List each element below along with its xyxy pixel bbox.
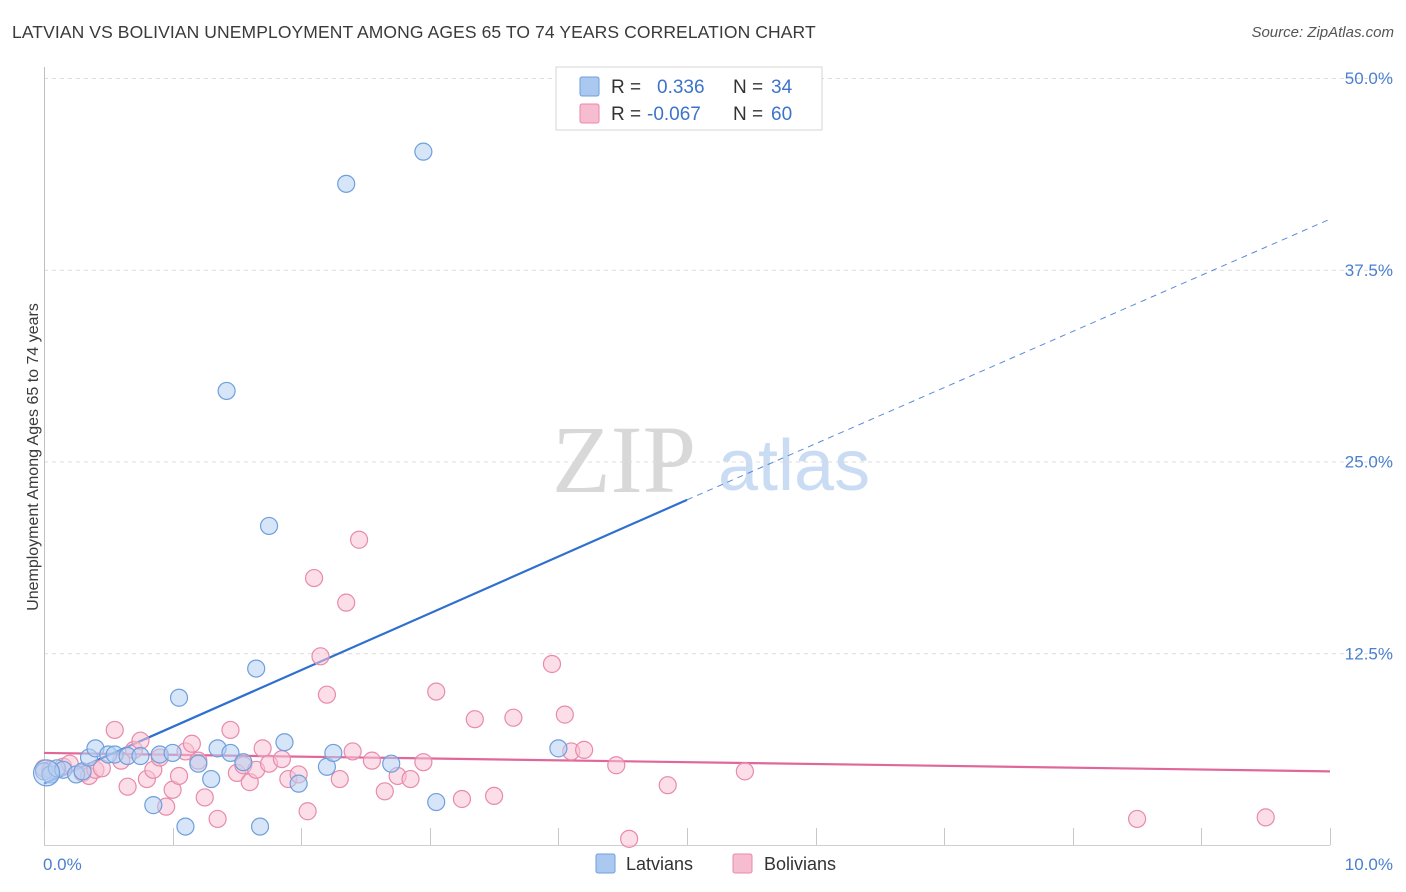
x-tick-label-min: 0.0% bbox=[43, 855, 82, 874]
bottom-legend-label-latvians: Latvians bbox=[626, 854, 693, 874]
legend-n-value-latvians: 34 bbox=[771, 77, 793, 98]
point-latvian bbox=[382, 754, 401, 773]
point-latvian bbox=[247, 659, 266, 678]
point-bolivian bbox=[375, 782, 394, 801]
legend-r-value-bolivians: -0.067 bbox=[647, 104, 701, 125]
watermark-atlas: atlas bbox=[718, 426, 870, 506]
y-tick-label: 50.0% bbox=[1345, 69, 1393, 88]
point-bolivian bbox=[208, 809, 227, 829]
point-latvian-cluster bbox=[32, 759, 61, 787]
points-bolivians bbox=[34, 530, 1275, 848]
point-bolivian bbox=[330, 769, 349, 789]
point-bolivian bbox=[311, 647, 330, 666]
point-bolivian bbox=[1256, 808, 1275, 827]
point-bolivian bbox=[575, 740, 594, 759]
y-tick-label: 37.5% bbox=[1345, 261, 1393, 280]
point-bolivian bbox=[118, 777, 137, 796]
legend-r-value-latvians: 0.336 bbox=[657, 77, 705, 98]
point-bolivian bbox=[182, 734, 201, 753]
point-bolivian bbox=[253, 739, 272, 758]
trend-line-latvians bbox=[43, 498, 688, 785]
legend-swatch-bolivians bbox=[579, 103, 600, 124]
point-bolivian bbox=[337, 593, 356, 612]
point-latvian bbox=[189, 754, 208, 773]
point-bolivian bbox=[304, 568, 324, 588]
point-bolivian bbox=[401, 769, 420, 789]
point-bolivian bbox=[298, 802, 317, 821]
point-bolivian bbox=[349, 530, 369, 549]
point-bolivian bbox=[658, 776, 677, 795]
point-latvian bbox=[414, 142, 433, 161]
point-bolivian bbox=[607, 756, 626, 775]
point-latvian bbox=[337, 174, 356, 193]
point-bolivian bbox=[542, 654, 562, 674]
point-latvian bbox=[176, 817, 195, 836]
legend: R = 0.336 N = 34 R = -0.067 N = 60 bbox=[555, 66, 823, 131]
point-bolivian bbox=[317, 685, 337, 704]
point-bolivian bbox=[414, 753, 433, 772]
point-latvian bbox=[234, 753, 253, 772]
legend-n-label-bolivians: N = bbox=[733, 104, 763, 125]
point-bolivian bbox=[195, 788, 214, 807]
axes: 12.5% 25.0% 37.5% 50.0% 0.0% 10.0% bbox=[43, 67, 1393, 874]
legend-r-label-bolivians: R = bbox=[611, 104, 641, 125]
point-latvian bbox=[131, 746, 150, 766]
point-bolivian bbox=[362, 751, 382, 770]
point-latvian bbox=[250, 817, 270, 836]
legend-r-label-latvians: R = bbox=[611, 77, 641, 98]
point-bolivian bbox=[1127, 809, 1147, 829]
watermark-zip: ZIP bbox=[552, 406, 696, 513]
points-latvians bbox=[32, 142, 568, 836]
point-latvian bbox=[549, 739, 568, 758]
y-axis-title: Unemployment Among Ages 65 to 74 years bbox=[25, 303, 42, 611]
point-bolivian bbox=[620, 829, 639, 848]
bottom-legend-swatch-bolivians bbox=[732, 853, 753, 874]
point-latvian bbox=[221, 743, 240, 763]
bottom-legend-label-bolivians: Bolivians bbox=[764, 854, 836, 874]
point-bolivian bbox=[221, 720, 240, 740]
point-latvian bbox=[202, 769, 221, 789]
point-latvian bbox=[275, 733, 294, 752]
chart-title: LATVIAN VS BOLIVIAN UNEMPLOYMENT AMONG A… bbox=[12, 22, 816, 42]
point-latvian bbox=[163, 743, 182, 763]
point-bolivian bbox=[504, 708, 523, 727]
point-bolivian bbox=[735, 762, 754, 781]
point-bolivian bbox=[343, 742, 362, 761]
y-tick-label: 25.0% bbox=[1345, 453, 1393, 472]
y-tick-label: 12.5% bbox=[1345, 644, 1393, 663]
chart-source: Source: ZipAtlas.com bbox=[1251, 24, 1394, 41]
point-latvian bbox=[324, 743, 343, 763]
point-bolivian bbox=[131, 731, 150, 750]
point-bolivian bbox=[555, 705, 574, 724]
watermark: ZIP atlas bbox=[552, 406, 870, 513]
point-latvian bbox=[217, 381, 236, 401]
point-bolivian bbox=[485, 786, 504, 806]
bottom-legend: Latvians Bolivians bbox=[595, 853, 836, 874]
grid bbox=[44, 78, 1392, 655]
legend-swatch-latvians bbox=[579, 76, 600, 97]
point-latvian bbox=[427, 792, 446, 812]
point-bolivian bbox=[105, 720, 124, 740]
point-latvian bbox=[169, 688, 189, 707]
legend-n-label-latvians: N = bbox=[733, 77, 763, 98]
point-latvian bbox=[259, 516, 279, 536]
point-bolivian bbox=[465, 710, 484, 729]
point-bolivian bbox=[272, 749, 292, 769]
bottom-legend-swatch-latvians bbox=[595, 853, 616, 874]
point-bolivian bbox=[169, 766, 189, 786]
legend-n-value-bolivians: 60 bbox=[771, 104, 792, 125]
point-bolivian bbox=[427, 682, 446, 701]
x-tick-label-max: 10.0% bbox=[1345, 855, 1393, 874]
point-latvian bbox=[144, 796, 163, 815]
point-bolivian bbox=[452, 789, 472, 809]
trend-line-latvians-extension bbox=[686, 218, 1331, 501]
point-latvian bbox=[289, 774, 308, 793]
